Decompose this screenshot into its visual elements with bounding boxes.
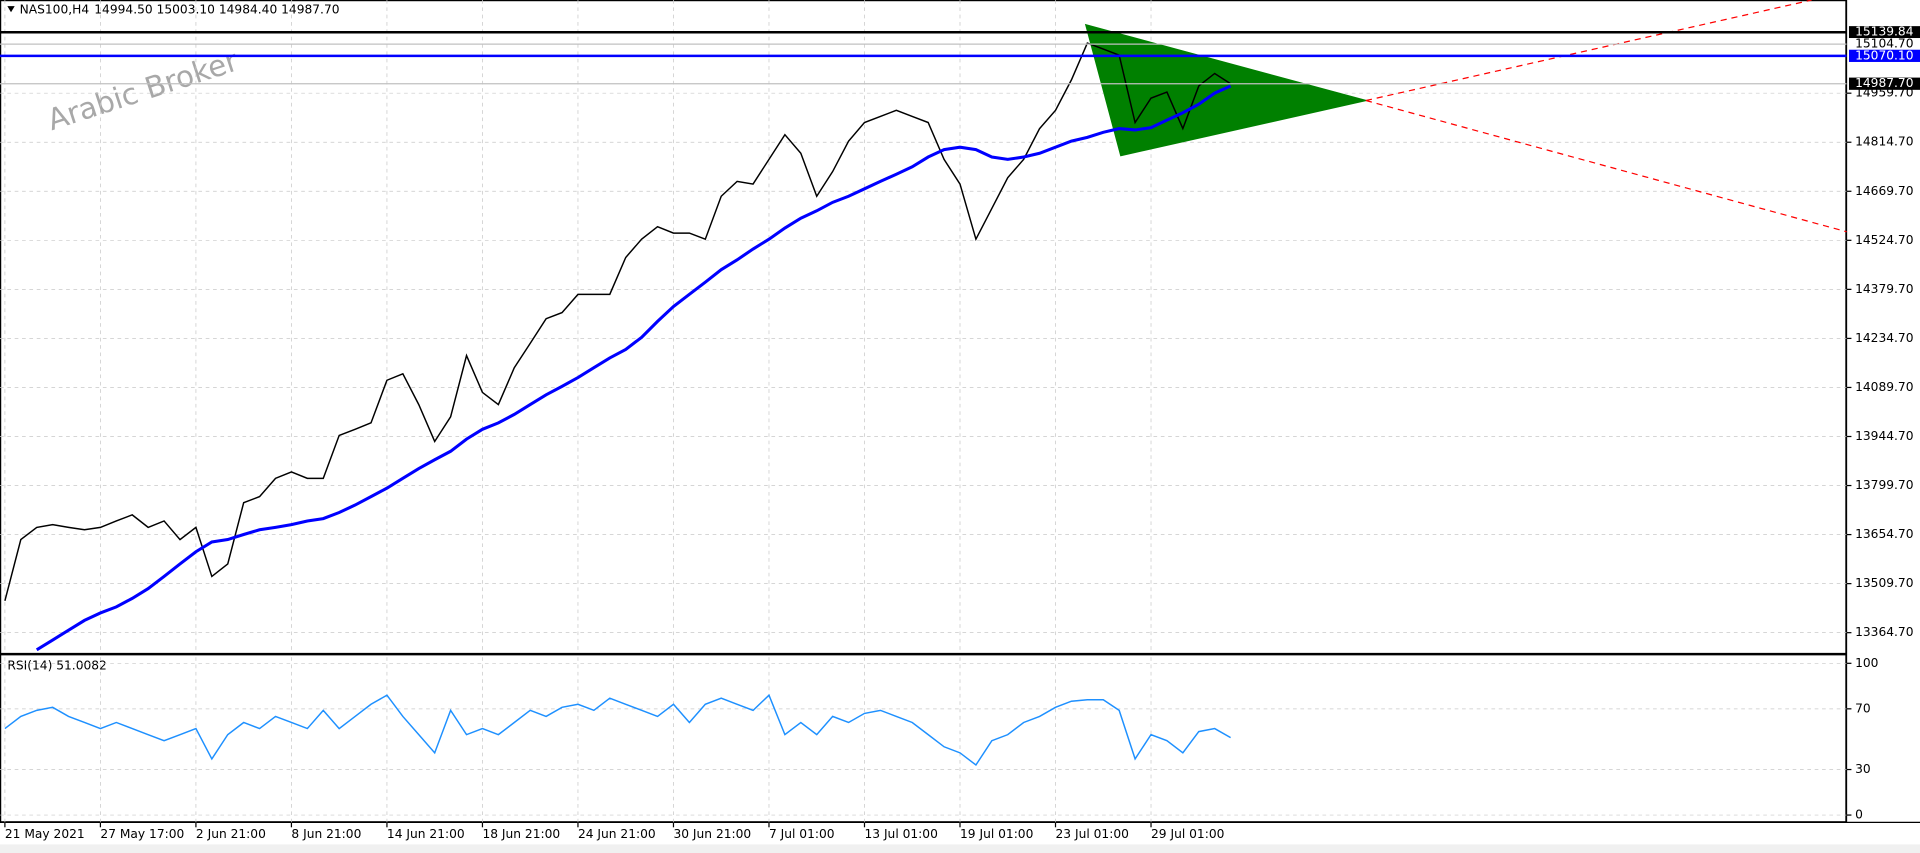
y-tick-label: 70 <box>1855 701 1871 715</box>
x-tick-label: 27 May 17:00 <box>100 827 184 841</box>
level-label-box <box>1848 26 1920 39</box>
x-tick-label: 19 Jul 01:00 <box>960 827 1033 841</box>
x-tick-label: 21 May 2021 <box>5 827 85 841</box>
y-tick-label: 0 <box>1855 808 1863 822</box>
y-tick-label: 14089.70 <box>1855 380 1913 394</box>
x-tick-label: 13 Jul 01:00 <box>864 827 937 841</box>
x-tick-label: 8 Jun 21:00 <box>291 827 361 841</box>
y-tick-label: 13799.70 <box>1855 478 1913 492</box>
level-label: 14987.70 <box>1855 76 1913 90</box>
level-label: 15070.10 <box>1855 48 1913 62</box>
y-tick-label: 14669.70 <box>1855 184 1913 198</box>
series-line <box>35 84 1232 652</box>
x-tick-label: 24 Jun 21:00 <box>578 827 656 841</box>
rsi-title: RSI(14) 51.0082 <box>7 658 107 672</box>
x-tick-label: 18 Jun 21:00 <box>482 827 560 841</box>
tab-strip <box>0 844 1920 853</box>
triangle-pattern <box>1084 23 1367 157</box>
x-tick-label: 7 Jul 01:00 <box>769 827 835 841</box>
y-tick-label: 13509.70 <box>1855 576 1913 590</box>
chart-title: NAS100,H4 <box>20 2 90 16</box>
x-tick-label: 14 Jun 21:00 <box>387 827 465 841</box>
y-tick-label: 30 <box>1855 762 1871 776</box>
level-label-box <box>1848 38 1920 51</box>
x-tick-label: 2 Jun 21:00 <box>196 827 266 841</box>
y-tick-label: 100 <box>1855 656 1878 670</box>
trend-line <box>1365 0 1812 102</box>
menu-arrow[interactable] <box>7 6 15 13</box>
x-tick-label: 30 Jun 21:00 <box>673 827 751 841</box>
y-tick-label: 13944.70 <box>1855 429 1913 443</box>
y-tick-label: 13654.70 <box>1855 527 1913 541</box>
y-tick-label: 14814.70 <box>1855 135 1913 149</box>
x-tick-label: 23 Jul 01:00 <box>1056 827 1129 841</box>
level-label: 15139.84 <box>1855 25 1914 39</box>
series-line <box>4 693 1231 767</box>
y-tick-label: 14379.70 <box>1855 282 1913 296</box>
trend-line <box>1365 99 1847 233</box>
y-tick-label: 13364.70 <box>1855 625 1913 639</box>
level-label: 15104.70 <box>1855 37 1913 51</box>
level-label-box <box>1848 49 1920 62</box>
chart-border <box>0 0 1847 823</box>
level-label-box <box>1848 77 1920 90</box>
ohlc-subtitle: 14994.50 15003.10 14984.40 14987.70 <box>94 2 339 16</box>
x-tick-label: 29 Jul 01:00 <box>1151 827 1224 841</box>
y-tick-label: 14524.70 <box>1855 233 1913 247</box>
series-line <box>4 42 1232 601</box>
y-tick-label: 14234.70 <box>1855 331 1913 345</box>
